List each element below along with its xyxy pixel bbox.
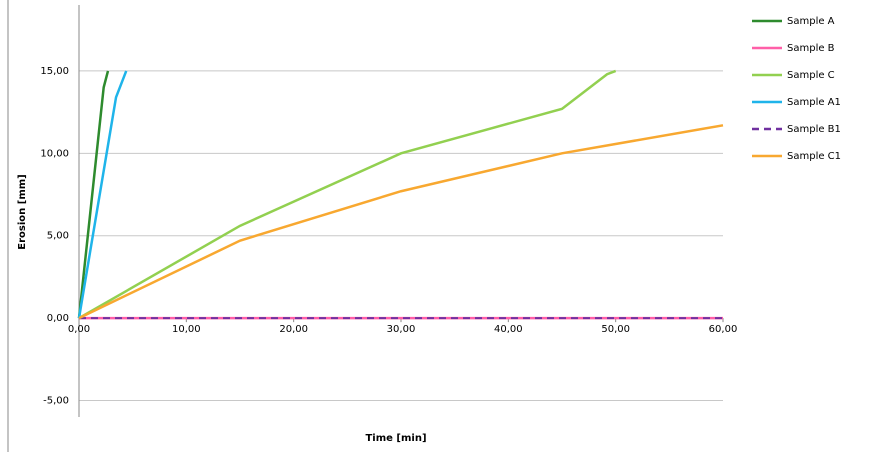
y-tick-label: -5,00	[43, 396, 69, 407]
x-tick-label: 20,00	[279, 324, 308, 335]
x-tick-label: 50,00	[601, 324, 630, 335]
legend-label: Sample C1	[787, 151, 841, 162]
x-tick-label: 10,00	[172, 324, 201, 335]
series-line	[78, 124, 724, 320]
y-tick-label: 15,00	[40, 66, 69, 77]
legend-label: Sample A	[787, 16, 835, 27]
x-tick-label: 0,00	[68, 324, 90, 335]
y-tick-label: 5,00	[47, 231, 69, 242]
series-line	[78, 69, 617, 320]
x-axis-label: Time [min]	[365, 433, 426, 444]
legend-label: Sample A1	[787, 97, 841, 108]
x-tick-label: 40,00	[494, 324, 523, 335]
x-tick-label: 30,00	[387, 324, 416, 335]
y-axis-label: Erosion [mm]	[17, 174, 28, 249]
series-line	[77, 70, 110, 319]
x-tick-label: 60,00	[709, 324, 738, 335]
series-line	[77, 70, 128, 319]
legend-label: Sample B	[787, 43, 835, 54]
y-tick-label: 0,00	[47, 313, 69, 324]
legend-label: Sample B1	[787, 124, 841, 135]
legend-label: Sample C	[787, 70, 835, 81]
y-tick-label: 10,00	[40, 148, 69, 159]
